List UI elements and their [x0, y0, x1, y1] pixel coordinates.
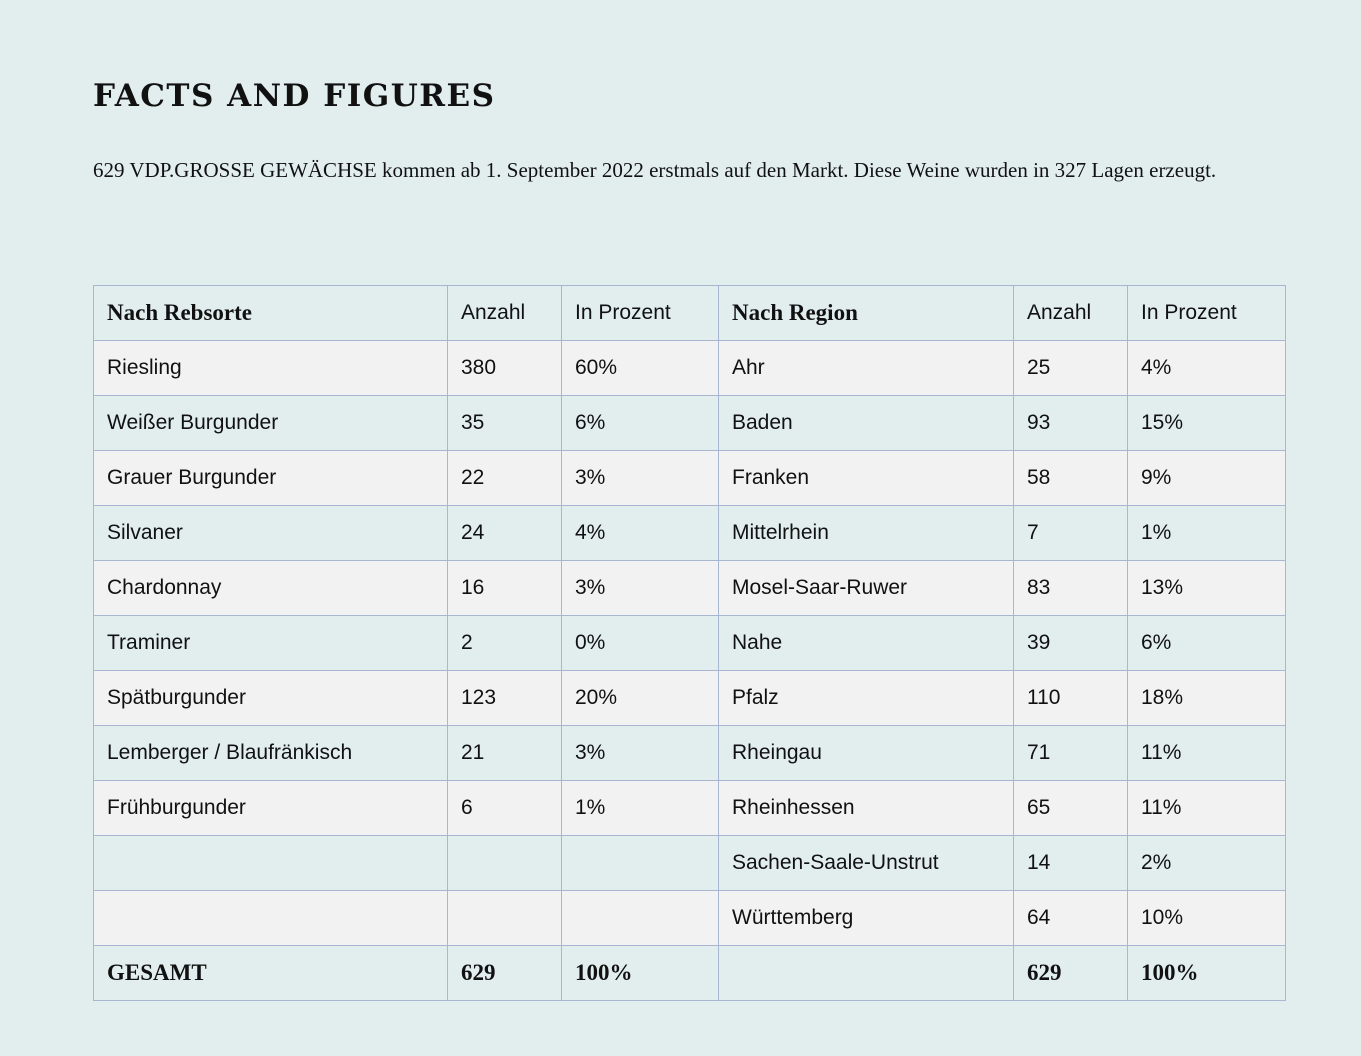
table-header-row: Nach Rebsorte Anzahl In Prozent Nach Reg…	[93, 285, 1286, 341]
header-region: Nach Region	[718, 285, 1014, 341]
cell-prozent-region: 10%	[1127, 890, 1286, 946]
total-cell-prozent-rebsorte: 100%	[561, 945, 719, 1001]
cell-anzahl-rebsorte: 123	[447, 670, 562, 726]
facts-table-body: Nach Rebsorte Anzahl In Prozent Nach Reg…	[93, 285, 1286, 1001]
cell-anzahl-region: 14	[1013, 835, 1128, 891]
table-row: Lemberger / Blaufränkisch 21 3% Rheingau 71 1…	[93, 725, 1286, 781]
table-row: Frühburgunder 6 1% Rheinhessen 65 11%	[93, 780, 1286, 836]
cell-anzahl-rebsorte: 21	[447, 725, 562, 781]
cell-rebsorte	[93, 835, 448, 891]
cell-anzahl-rebsorte	[447, 890, 562, 946]
cell-prozent-rebsorte: 1%	[561, 780, 719, 836]
cell-prozent-region: 4%	[1127, 340, 1286, 396]
table-row: Württemberg 64 10%	[93, 890, 1286, 946]
cell-prozent-rebsorte	[561, 835, 719, 891]
cell-prozent-rebsorte	[561, 890, 719, 946]
table-row: Grauer Burgunder 22 3% Franken 58 9%	[93, 450, 1286, 506]
cell-region: Nahe	[718, 615, 1014, 671]
intro-paragraph: 629 VDP.GROSSE GEWÄCHSE kommen ab 1. Sep…	[93, 158, 1217, 182]
total-cell-region	[718, 945, 1014, 1001]
cell-anzahl-region: 25	[1013, 340, 1128, 396]
total-cell-prozent-region: 100%	[1127, 945, 1286, 1001]
cell-prozent-region: 9%	[1127, 450, 1286, 506]
cell-prozent-region: 18%	[1127, 670, 1286, 726]
header-rebsorte: Nach Rebsorte	[93, 285, 448, 341]
cell-anzahl-rebsorte: 24	[447, 505, 562, 561]
facts-table: Nach Rebsorte Anzahl In Prozent Nach Reg…	[93, 285, 1286, 1001]
cell-region: Mittelrhein	[718, 505, 1014, 561]
cell-prozent-region: 2%	[1127, 835, 1286, 891]
table-row: Sachen-Saale-Unstrut 14 2%	[93, 835, 1286, 891]
cell-rebsorte: Grauer Burgunder	[93, 450, 448, 506]
cell-rebsorte: Frühburgunder	[93, 780, 448, 836]
cell-region: Mosel-Saar-Ruwer	[718, 560, 1014, 616]
cell-region: Ahr	[718, 340, 1014, 396]
cell-anzahl-region: 71	[1013, 725, 1128, 781]
cell-anzahl-region: 93	[1013, 395, 1128, 451]
cell-prozent-rebsorte: 4%	[561, 505, 719, 561]
cell-region: Franken	[718, 450, 1014, 506]
table-row: Chardonnay 16 3% Mosel-Saar-Ruwer 83 13%	[93, 560, 1286, 616]
cell-anzahl-region: 39	[1013, 615, 1128, 671]
cell-prozent-rebsorte: 3%	[561, 560, 719, 616]
cell-rebsorte: Chardonnay	[93, 560, 448, 616]
cell-rebsorte	[93, 890, 448, 946]
cell-anzahl-rebsorte: 35	[447, 395, 562, 451]
cell-rebsorte: Traminer	[93, 615, 448, 671]
cell-anzahl-region: 83	[1013, 560, 1128, 616]
cell-anzahl-rebsorte	[447, 835, 562, 891]
cell-prozent-rebsorte: 0%	[561, 615, 719, 671]
cell-region: Baden	[718, 395, 1014, 451]
cell-anzahl-region: 65	[1013, 780, 1128, 836]
cell-region: Rheinhessen	[718, 780, 1014, 836]
cell-anzahl-region: 64	[1013, 890, 1128, 946]
cell-region: Sachen-Saale-Unstrut	[718, 835, 1014, 891]
cell-rebsorte: Weißer Burgunder	[93, 395, 448, 451]
total-cell-anzahl-rebsorte: 629	[447, 945, 562, 1001]
table-row: Weißer Burgunder 35 6% Baden 93 15%	[93, 395, 1286, 451]
cell-anzahl-rebsorte: 6	[447, 780, 562, 836]
table-row: Spätburgunder 123 20% Pfalz 110 18%	[93, 670, 1286, 726]
cell-prozent-rebsorte: 3%	[561, 450, 719, 506]
cell-prozent-rebsorte: 20%	[561, 670, 719, 726]
cell-anzahl-region: 110	[1013, 670, 1128, 726]
cell-prozent-rebsorte: 3%	[561, 725, 719, 781]
cell-prozent-region: 11%	[1127, 725, 1286, 781]
cell-rebsorte: Spätburgunder	[93, 670, 448, 726]
cell-anzahl-rebsorte: 2	[447, 615, 562, 671]
header-anzahl-rebsorte: Anzahl	[447, 285, 562, 341]
cell-region: Pfalz	[718, 670, 1014, 726]
cell-prozent-region: 6%	[1127, 615, 1286, 671]
cell-prozent-region: 13%	[1127, 560, 1286, 616]
cell-prozent-region: 15%	[1127, 395, 1286, 451]
cell-rebsorte: Riesling	[93, 340, 448, 396]
page-title: FACTS AND FIGURES	[93, 78, 496, 114]
cell-region: Rheingau	[718, 725, 1014, 781]
cell-rebsorte: Lemberger / Blaufränkisch	[93, 725, 448, 781]
header-prozent-rebsorte: In Prozent	[561, 285, 719, 341]
total-cell-anzahl-region: 629	[1013, 945, 1128, 1001]
table-row: Traminer 2 0% Nahe 39 6%	[93, 615, 1286, 671]
table-total-row: GESAMT 629 100% 629 100%	[93, 945, 1286, 1001]
cell-anzahl-rebsorte: 380	[447, 340, 562, 396]
cell-prozent-region: 1%	[1127, 505, 1286, 561]
table-row: Silvaner 24 4% Mittelrhein 7 1%	[93, 505, 1286, 561]
total-cell-rebsorte: GESAMT	[93, 945, 448, 1001]
header-prozent-region: In Prozent	[1127, 285, 1286, 341]
cell-prozent-rebsorte: 60%	[561, 340, 719, 396]
cell-rebsorte: Silvaner	[93, 505, 448, 561]
cell-anzahl-rebsorte: 22	[447, 450, 562, 506]
cell-anzahl-region: 7	[1013, 505, 1128, 561]
table-row: Riesling 380 60% Ahr 25 4%	[93, 340, 1286, 396]
cell-prozent-rebsorte: 6%	[561, 395, 719, 451]
cell-region: Württemberg	[718, 890, 1014, 946]
cell-anzahl-rebsorte: 16	[447, 560, 562, 616]
cell-prozent-region: 11%	[1127, 780, 1286, 836]
header-anzahl-region: Anzahl	[1013, 285, 1128, 341]
cell-anzahl-region: 58	[1013, 450, 1128, 506]
